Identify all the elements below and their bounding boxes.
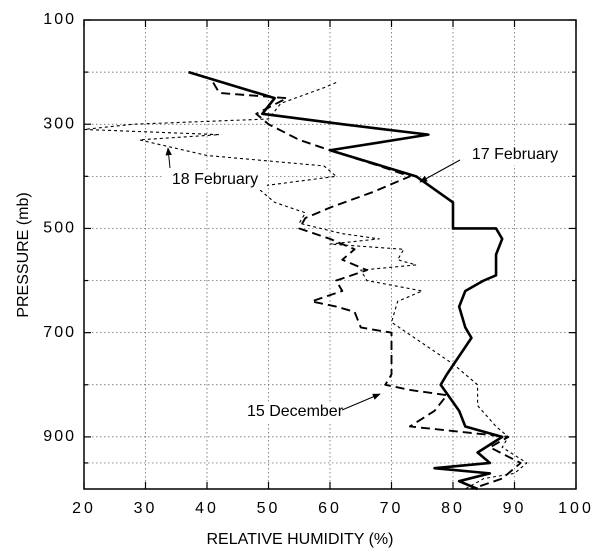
series-label: 17 February — [472, 146, 558, 163]
y-tick-label: 500 — [43, 220, 76, 237]
x-tick-label: 100 — [558, 500, 594, 517]
label-arrow — [419, 159, 461, 183]
y-tick-label: 300 — [43, 115, 76, 132]
x-tick-label: 30 — [134, 500, 158, 517]
data-line — [188, 70, 504, 491]
label-arrow — [165, 147, 172, 169]
y-tick-label: 700 — [43, 324, 76, 341]
x-tick-label: 20 — [72, 500, 96, 517]
y-axis-title: PRESSURE (mb) — [15, 192, 32, 317]
label-bg — [163, 170, 267, 190]
data-line — [83, 82, 528, 490]
label-bg — [463, 145, 567, 165]
x-tick-label: 70 — [380, 500, 404, 517]
label-arrow — [341, 393, 381, 411]
x-tick-label: 80 — [441, 500, 465, 517]
x-tick-label: 40 — [195, 500, 219, 517]
data-line — [212, 82, 522, 490]
plot-frame — [83, 19, 577, 490]
series-label: 15 December — [247, 403, 344, 420]
series-label: 18 February — [172, 171, 258, 188]
x-tick-label: 90 — [503, 500, 527, 517]
y-tick-label: 100 — [43, 11, 76, 28]
x-tick-label: 60 — [318, 500, 342, 517]
y-tick-label: 900 — [43, 428, 76, 445]
label-bg — [243, 402, 347, 422]
x-axis-title: RELATIVE HUMIDITY (%) — [207, 531, 394, 548]
x-tick-label: 50 — [257, 500, 281, 517]
